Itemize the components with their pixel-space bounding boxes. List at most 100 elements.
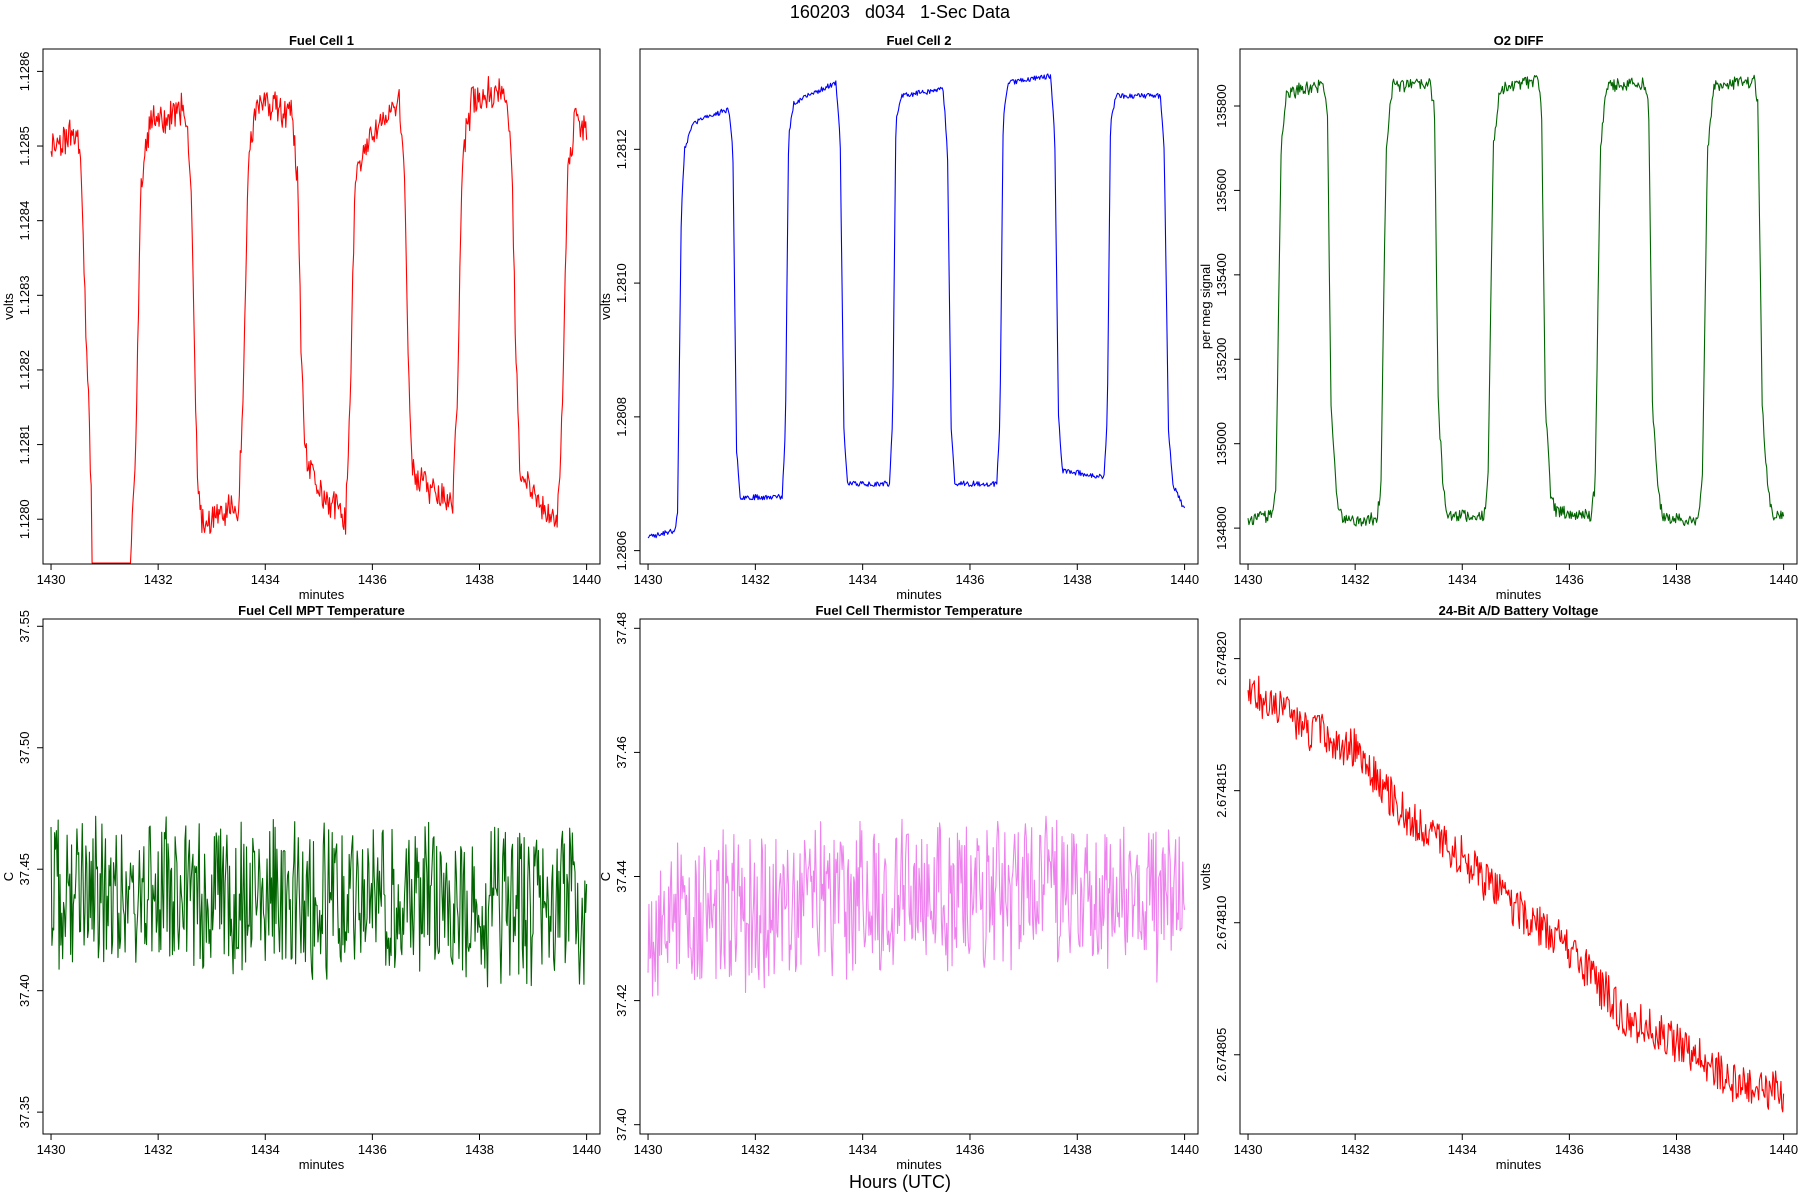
y-tick-label: 135600: [1214, 169, 1229, 212]
x-axis-label: minutes: [1496, 1157, 1542, 1172]
x-tick-label: 1440: [1170, 572, 1199, 587]
x-tick-label: 1430: [634, 572, 663, 587]
figure-x-axis-label: Hours (UTC): [849, 1172, 951, 1192]
x-tick-label: 1436: [956, 572, 985, 587]
x-axis-label: minutes: [299, 1157, 345, 1172]
series-line: [1247, 675, 1785, 1113]
x-tick-label: 1438: [1662, 1142, 1691, 1157]
y-tick-label: 37.50: [17, 731, 32, 764]
chart-title: O2 DIFF: [1494, 33, 1544, 48]
y-tick-label: 2.674805: [1214, 1028, 1229, 1082]
chart-title: Fuel Cell Thermistor Temperature: [815, 603, 1022, 618]
y-tick-label: 1.1280: [17, 499, 32, 539]
x-tick-label: 1440: [1769, 1142, 1798, 1157]
chart-panel: 24-Bit A/D Battery Voltage 1430 1432 1434 14…: [1198, 603, 1798, 1172]
x-tick-label: 1436: [956, 1142, 985, 1157]
chart-panel: O2 DIFF 1430 1432 1434 1436 1438 1440 minutes 13…: [1198, 33, 1798, 602]
y-tick-label: 135000: [1214, 422, 1229, 465]
x-axis-label: minutes: [299, 587, 345, 602]
y-tick-label: 1.1281: [17, 425, 32, 465]
x-tick-label: 1440: [1769, 572, 1798, 587]
x-tick-label: 1434: [848, 1142, 877, 1157]
x-tick-label: 1432: [1341, 1142, 1370, 1157]
x-tick-label: 1440: [572, 1142, 601, 1157]
y-tick-label: 2.674815: [1214, 764, 1229, 818]
y-tick-label: 37.44: [614, 860, 629, 893]
x-tick-label: 1432: [144, 572, 173, 587]
y-tick-label: 1.1283: [17, 275, 32, 315]
x-tick-label: 1430: [37, 572, 66, 587]
x-tick-label: 1430: [634, 1142, 663, 1157]
y-axis-label: C: [598, 872, 613, 881]
plot-frame: [42, 48, 601, 565]
chart-title: Fuel Cell 2: [886, 33, 951, 48]
y-tick-label: 2.674820: [1214, 631, 1229, 685]
x-tick-label: 1438: [465, 572, 494, 587]
y-axis-label: volts: [1, 293, 16, 320]
x-tick-label: 1436: [1555, 572, 1584, 587]
chart-panel: Fuel Cell 1 1430 1432 1434 1436 1438 1440 minut…: [1, 33, 601, 602]
chart-title: 24-Bit A/D Battery Voltage: [1439, 603, 1599, 618]
y-tick-label: 2.674810: [1214, 896, 1229, 950]
chart-panel: Fuel Cell MPT Temperature 1430 1432 1434 143…: [1, 603, 601, 1172]
series-line: [647, 815, 1186, 997]
x-tick-label: 1432: [144, 1142, 173, 1157]
x-tick-label: 1434: [1448, 572, 1477, 587]
y-tick-label: 135400: [1214, 253, 1229, 296]
y-tick-label: 37.40: [17, 974, 32, 1007]
x-tick-label: 1432: [1341, 572, 1370, 587]
y-tick-label: 37.46: [614, 736, 629, 769]
figure-title: 160203 d034 1-Sec Data: [789, 2, 1011, 22]
x-tick-label: 1434: [848, 572, 877, 587]
y-tick-label: 1.1285: [17, 126, 32, 166]
chart-panel: Fuel Cell Thermistor Temperature 1430 1432…: [598, 603, 1199, 1172]
x-tick-label: 1432: [741, 572, 770, 587]
y-tick-label: 1.2808: [614, 397, 629, 437]
y-tick-label: 135800: [1214, 84, 1229, 127]
x-tick-label: 1438: [1662, 572, 1691, 587]
y-tick-label: 37.55: [17, 610, 32, 643]
chart-title: Fuel Cell MPT Temperature: [238, 603, 405, 618]
plot-frame: [1239, 48, 1798, 565]
y-axis-label: C: [1, 872, 16, 881]
plot-frame: [1239, 618, 1798, 1135]
x-tick-label: 1430: [1234, 1142, 1263, 1157]
x-axis-label: minutes: [896, 1157, 942, 1172]
y-tick-label: 134800: [1214, 506, 1229, 549]
y-tick-label: 1.2806: [614, 531, 629, 571]
y-tick-label: 1.1286: [17, 52, 32, 92]
y-tick-label: 1.2810: [614, 263, 629, 303]
x-tick-label: 1430: [1234, 572, 1263, 587]
x-tick-label: 1432: [741, 1142, 770, 1157]
chart-panel: Fuel Cell 2 1430 1432 1434 1436 1438 1440 minut…: [598, 33, 1199, 602]
x-tick-label: 1436: [358, 1142, 387, 1157]
x-tick-label: 1434: [1448, 1142, 1477, 1157]
y-tick-label: 37.42: [614, 984, 629, 1017]
x-tick-label: 1436: [1555, 1142, 1584, 1157]
x-tick-label: 1440: [572, 572, 601, 587]
y-axis-label: volts: [598, 293, 613, 320]
x-axis-label: minutes: [896, 587, 942, 602]
series-line: [1247, 74, 1785, 527]
series-line: [50, 75, 588, 564]
y-axis-label: volts: [1198, 863, 1213, 890]
x-tick-label: 1438: [1063, 1142, 1092, 1157]
y-tick-label: 1.1284: [17, 201, 32, 241]
y-tick-label: 37.35: [17, 1096, 32, 1129]
x-tick-label: 1434: [251, 1142, 280, 1157]
x-tick-label: 1430: [37, 1142, 66, 1157]
x-tick-label: 1440: [1170, 1142, 1199, 1157]
x-tick-label: 1438: [1063, 572, 1092, 587]
y-tick-label: 1.2812: [614, 129, 629, 169]
x-tick-label: 1436: [358, 572, 387, 587]
chart-title: Fuel Cell 1: [289, 33, 354, 48]
x-tick-label: 1434: [251, 572, 280, 587]
y-axis-label: per meg signal: [1198, 264, 1213, 349]
y-tick-label: 37.45: [17, 853, 32, 886]
y-tick-label: 37.40: [614, 1108, 629, 1141]
series-line: [647, 73, 1186, 539]
y-tick-label: 37.48: [614, 612, 629, 645]
y-tick-label: 1.1282: [17, 350, 32, 390]
plot-frame: [42, 618, 601, 1135]
